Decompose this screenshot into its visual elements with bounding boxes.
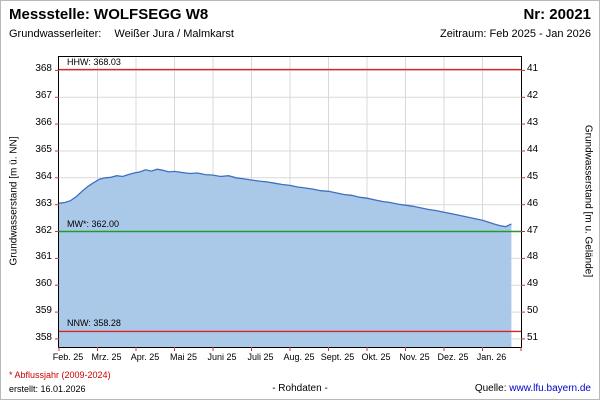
rohdaten-label: - Rohdaten -: [272, 383, 328, 394]
x-tick-label: Sept. 25: [320, 352, 355, 362]
y-tick-label-right: 47: [527, 224, 539, 236]
y-tick-label-right: 51: [527, 331, 539, 343]
y-tick-label-right: 50: [527, 305, 539, 317]
aquifer-value: Weißer Jura / Malmkarst: [114, 28, 234, 40]
plot-area: [55, 56, 525, 351]
x-tick-label: Juni 25: [207, 352, 237, 362]
refline-label-nnw: NNW: 358.28: [67, 318, 121, 329]
aquifer-group: Grundwasserleiter: Weißer Jura / Malmkar…: [9, 28, 234, 40]
x-tick-label: Mrz. 25: [91, 352, 122, 362]
y-tick-label-right: 41: [527, 63, 539, 75]
y-tick-label-left: 364: [35, 170, 52, 182]
x-tick-label: Juli 25: [247, 352, 274, 362]
y-tick-label-right: 46: [527, 197, 539, 209]
refline-label-mw: MW*: 362.00: [67, 218, 120, 229]
y-axis-title-left: Grundwasserstand [m ü. NN]: [8, 136, 20, 266]
y-tick-label-left: 365: [35, 143, 52, 155]
y-tick-label-left: 361: [35, 251, 52, 263]
y-tick-label-right: 45: [527, 170, 539, 182]
x-tick-label: Feb. 25: [52, 352, 84, 362]
source-line: Quelle: www.lfu.bayern.de: [475, 383, 591, 394]
x-tick-label: Okt. 25: [361, 352, 391, 362]
page-title: Messstelle: WOLFSEGG W8: [9, 6, 209, 23]
x-tick-label: Apr. 25: [130, 352, 160, 362]
x-tick-label: Mai 25: [169, 352, 197, 362]
y-tick-label-left: 362: [35, 224, 52, 236]
footnote-abflussjahr: * Abflussjahr (2009-2024): [9, 370, 111, 380]
y-tick-label-right: 42: [527, 90, 539, 102]
y-tick-label-left: 363: [35, 197, 52, 209]
y-tick-label-right: 44: [527, 143, 539, 155]
refline-label-hhw: HHW: 368.03: [67, 56, 121, 67]
y-tick-label-right: 43: [527, 117, 539, 129]
x-tick-label: Jan. 26: [476, 352, 507, 362]
x-tick-label: Nov. 25: [399, 352, 430, 362]
y-tick-label-right: 49: [527, 278, 539, 290]
source-link[interactable]: www.lfu.bayern.de: [509, 383, 591, 394]
period-label: Zeitraum: Feb 2025 - Jan 2026: [439, 28, 591, 40]
subheader-row: Grundwasserleiter: Weißer Jura / Malmkar…: [9, 28, 591, 40]
y-tick-label-left: 359: [35, 305, 52, 317]
y-tick-label-left: 360: [35, 278, 52, 290]
header-row: Messstelle: WOLFSEGG W8 Nr: 20021: [9, 6, 591, 23]
y-tick-label-left: 358: [35, 331, 52, 343]
y-tick-label-right: 48: [527, 251, 539, 263]
chart-svg: [55, 57, 525, 351]
created-date: erstellt: 16.01.2026: [9, 384, 86, 394]
x-tick-label: Aug. 25: [283, 352, 315, 362]
source-label: Quelle:: [474, 383, 507, 394]
y-axis-title-right: Grundwasserstand [m u. Gelände]: [582, 124, 594, 278]
x-tick-label: Dez. 25: [437, 352, 469, 362]
y-tick-label-left: 367: [35, 90, 52, 102]
y-tick-label-left: 366: [35, 117, 52, 129]
y-tick-label-left: 368: [35, 63, 52, 75]
aquifer-label: Grundwasserleiter:: [9, 28, 102, 40]
station-number: Nr: 20021: [523, 6, 591, 23]
